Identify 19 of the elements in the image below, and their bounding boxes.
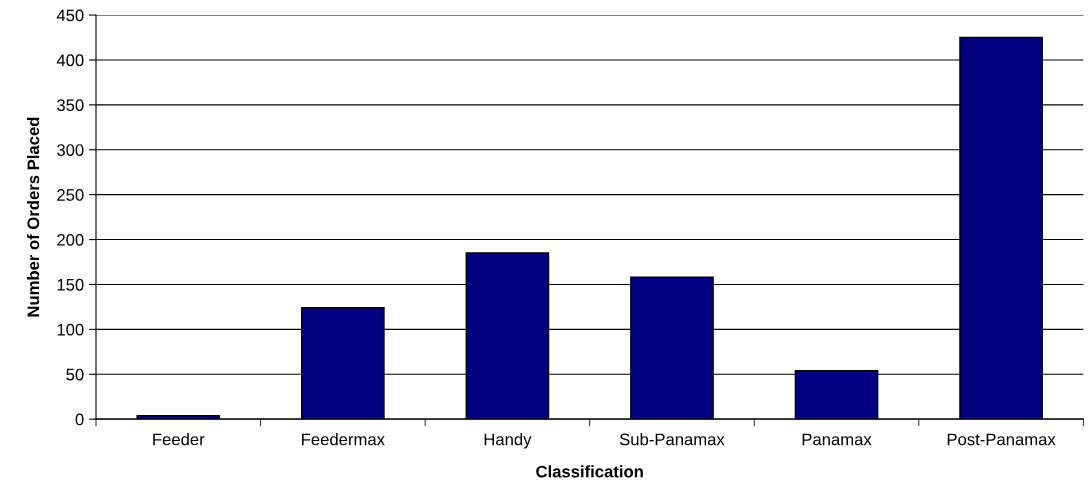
y-tick-label: 450 [56,9,84,22]
x-tick-label: Feedermax [302,433,385,446]
y-tick-label: 250 [57,189,84,201]
x-tick-label: Post-Panamax [947,433,1056,446]
y-tick-label: 100 [57,323,84,336]
x-axis-title: Classification [536,465,643,478]
y-tick-label: 50 [66,368,84,381]
y-tick-label: 150 [57,278,84,291]
bar [136,414,221,420]
y-tick-label: 350 [57,99,84,112]
y-tick-label: 300 [57,144,84,156]
x-tick-label: Panamax [802,433,872,446]
x-tick-label: Handy [484,433,532,449]
x-tick-label: Feeder [153,433,205,446]
x-tick-label: Sub-Panamax [619,433,725,446]
y-tick-label: 0 [75,413,84,426]
y-tick-label: 400 [56,54,84,67]
y-tick-label: 200 [57,233,84,246]
y-axis-title: Number of Orders Placed [26,117,40,317]
